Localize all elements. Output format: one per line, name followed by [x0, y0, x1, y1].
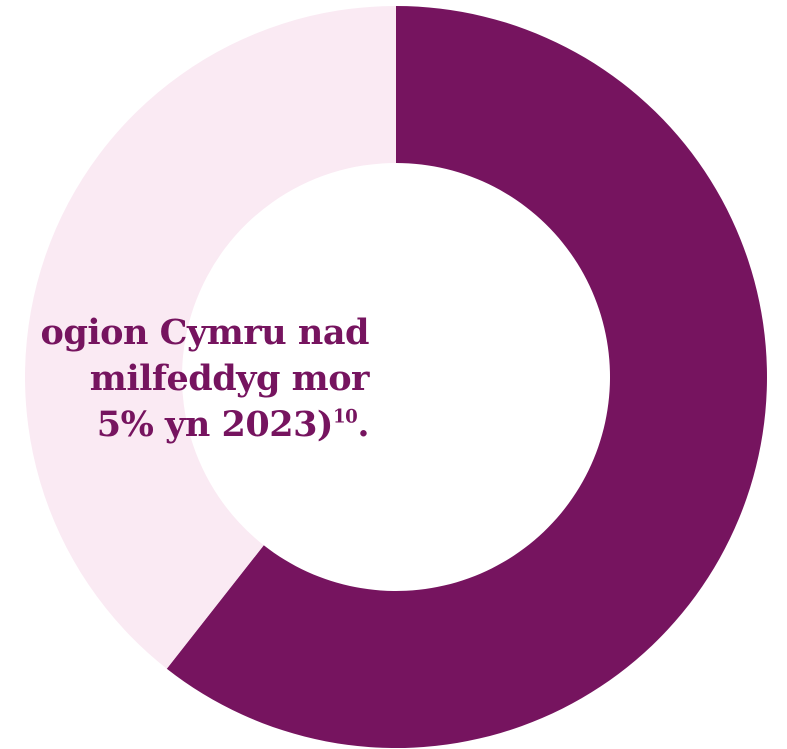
caption-line-3-text: 5% yn 2023) [96, 404, 334, 446]
caption-line-3-end: . [357, 404, 369, 446]
chart-caption: ogion Cymru nad milfeddyg mor 5% yn 2023… [41, 310, 370, 449]
caption-line-1: ogion Cymru nad [40, 312, 370, 353]
donut-slice-2 [25, 6, 396, 669]
footnote-marker: 10 [333, 406, 358, 428]
donut-slice-1 [166, 6, 768, 748]
caption-line-2: milfeddyg mor [89, 358, 370, 400]
caption-line-3: 5% yn 2023)10. [41, 402, 370, 448]
